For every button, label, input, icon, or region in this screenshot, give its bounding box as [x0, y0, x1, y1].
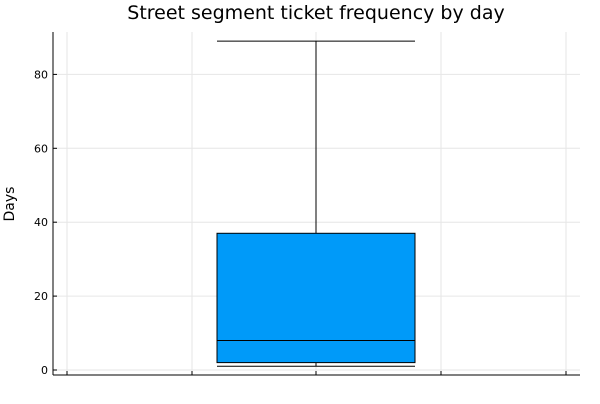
y-tick-label: 40	[34, 216, 48, 229]
y-axis-label: Days	[2, 187, 18, 222]
y-tick-label: 60	[34, 142, 48, 155]
iqr-box	[216, 232, 416, 364]
box-series	[216, 40, 416, 367]
chart-title: Street segment ticket frequency by day	[127, 2, 504, 24]
y-tick-label: 20	[34, 290, 48, 303]
y-tick-label: 80	[34, 68, 48, 81]
y-axis-ticks: 0 20 40 60 80	[34, 68, 567, 377]
y-tick-label: 0	[41, 364, 48, 377]
